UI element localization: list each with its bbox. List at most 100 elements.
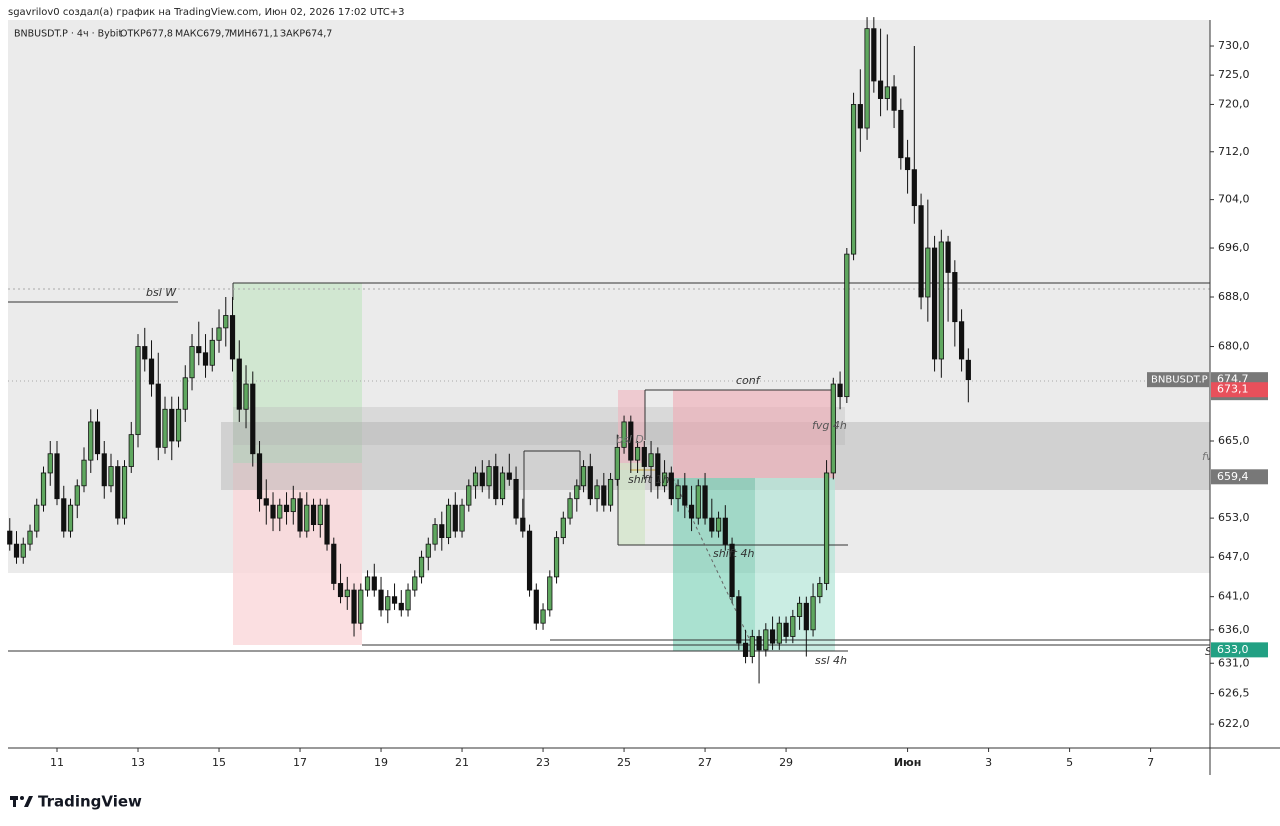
symbol-marker xyxy=(1147,372,1209,388)
candle-body xyxy=(567,498,573,519)
y-tick-label: 725,0 xyxy=(1218,68,1250,81)
candle-body xyxy=(445,504,452,539)
candle-body xyxy=(331,543,337,584)
drawings xyxy=(8,20,1210,652)
candle-body xyxy=(54,453,60,500)
zone-pink xyxy=(673,390,835,478)
candle-body xyxy=(540,609,546,624)
candle-body xyxy=(675,485,681,500)
candle-body xyxy=(466,485,472,506)
x-tick-label: 27 xyxy=(698,756,712,769)
candle-body xyxy=(749,636,755,657)
price-marker-label: 659,4 xyxy=(1217,470,1249,483)
candle-body xyxy=(803,602,809,631)
candle-body xyxy=(34,504,40,532)
candle-body xyxy=(74,485,80,506)
candle-body xyxy=(358,589,364,624)
candle-body xyxy=(547,576,553,611)
candle-body xyxy=(904,157,911,171)
legend-title: BNBUSDT.P · 4ч · Bybit xyxy=(14,29,122,40)
x-tick-label: 13 xyxy=(131,756,145,769)
x-tick-label: 5 xyxy=(1066,756,1073,769)
legend: BNBUSDT.P · 4ч · Bybit ОТКР677,8 МАКС679… xyxy=(14,29,332,40)
candle-body xyxy=(493,466,499,500)
candle-body xyxy=(898,109,904,159)
candle-body xyxy=(931,247,938,360)
candle-body xyxy=(655,453,661,487)
y-tick-label: 631,0 xyxy=(1218,656,1250,669)
candle-body xyxy=(371,576,377,591)
candle-body xyxy=(236,358,242,410)
candle-body xyxy=(952,272,958,323)
price-marker xyxy=(1211,642,1268,658)
price-marker-label: 673,1 xyxy=(1217,383,1249,396)
zone-green xyxy=(618,463,645,545)
annotation: fvg 4h xyxy=(812,419,847,432)
header: sgavrilov0 создал(а) график на TradingVi… xyxy=(8,7,404,18)
y-tick-label: 653,0 xyxy=(1218,511,1250,524)
candle-body xyxy=(452,504,458,532)
candle-body xyxy=(918,205,924,298)
candle-body xyxy=(142,346,148,360)
x-tick-label: 15 xyxy=(212,756,226,769)
candle-body xyxy=(169,408,175,442)
legend-value: МИН671,1 xyxy=(229,29,279,40)
candle-body xyxy=(790,616,796,637)
candle-body xyxy=(560,517,566,539)
candle-body xyxy=(742,642,749,657)
candle-body xyxy=(20,543,26,558)
candle-body xyxy=(283,504,290,513)
candle-body xyxy=(304,504,310,532)
candle-body xyxy=(189,346,195,379)
candle-body xyxy=(243,383,249,410)
candle-body xyxy=(459,504,465,532)
candle-body xyxy=(783,622,789,637)
candle-body xyxy=(958,321,965,360)
candle-body xyxy=(277,504,283,519)
candle-body xyxy=(823,472,830,584)
candle-body xyxy=(324,504,330,545)
candle-body xyxy=(47,453,53,474)
candle-body xyxy=(412,576,418,591)
candle-body xyxy=(891,86,897,111)
candle-body xyxy=(229,315,236,360)
candle-body xyxy=(810,596,816,631)
candle-body xyxy=(13,543,20,558)
candle-body xyxy=(202,352,209,366)
candle-body xyxy=(506,472,512,480)
candle-body xyxy=(479,472,485,487)
time-axis-bg xyxy=(8,748,1210,775)
y-tick-label: 636,0 xyxy=(1218,623,1250,636)
y-tick-label: 720,0 xyxy=(1218,97,1250,110)
annotation-labels: bsl W conf bsl D fvg 4h shift 1h shift 4… xyxy=(146,286,1213,667)
candle-body xyxy=(256,453,263,500)
x-tick-label: 29 xyxy=(779,756,793,769)
candle-body xyxy=(418,556,425,578)
candle-body xyxy=(628,421,634,461)
candle-body xyxy=(594,485,600,500)
candle-body xyxy=(634,446,641,461)
annotation: shift 1h xyxy=(628,473,669,486)
x-tick-label: 25 xyxy=(617,756,631,769)
candle-body xyxy=(40,472,47,506)
candle-body xyxy=(850,104,857,255)
y-tick-label: 641,0 xyxy=(1218,590,1250,603)
candle-body xyxy=(776,622,782,644)
candle-body xyxy=(695,485,701,519)
candle-body xyxy=(351,589,357,624)
candle-body xyxy=(614,446,620,480)
y-tick-label: 730,0 xyxy=(1218,39,1250,52)
candle-body xyxy=(844,253,850,398)
candle-body xyxy=(250,383,256,455)
logo-icon xyxy=(24,796,33,807)
candle-body xyxy=(88,421,94,461)
candle-body xyxy=(223,315,229,329)
candle-body xyxy=(736,596,742,644)
logo-icon xyxy=(13,796,16,807)
candle-body xyxy=(115,466,121,519)
candle-body xyxy=(27,530,33,545)
candle-body xyxy=(533,589,539,624)
candle-body xyxy=(587,466,593,500)
candle-body xyxy=(945,241,951,273)
